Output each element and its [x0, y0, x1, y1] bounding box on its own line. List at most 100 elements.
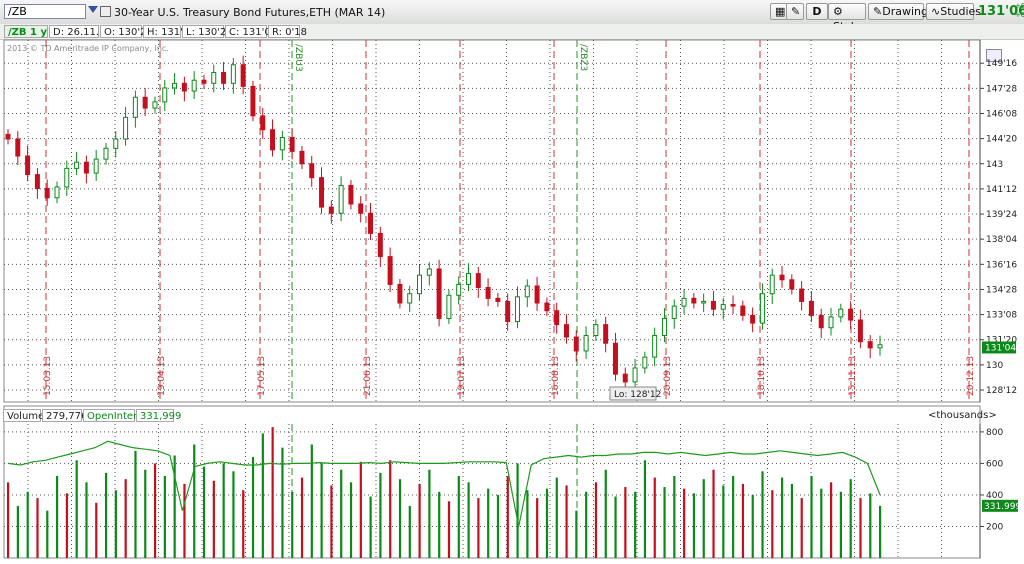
volume-bar — [575, 510, 578, 558]
candle-body — [54, 186, 60, 199]
candle-body — [808, 300, 814, 316]
price-tick-label: 134'28 — [986, 285, 1017, 295]
volume-value: 279,776 — [42, 409, 87, 422]
candle-body — [701, 300, 707, 304]
volume-bar — [732, 476, 735, 558]
pan-icon[interactable]: ✎ — [786, 3, 804, 20]
candle-body — [5, 133, 11, 140]
date-label: 21.06.13 — [363, 356, 373, 396]
rollover-label: /ZBZ3 — [578, 44, 588, 71]
date-label: 18.10.13 — [757, 356, 767, 396]
volume-panel-frame — [3, 405, 981, 559]
symbol-input[interactable] — [4, 4, 86, 19]
last-price: 131'06 — [978, 4, 1024, 19]
oi-marker-box — [982, 499, 1018, 512]
change-bottom: +0 — [1015, 11, 1024, 19]
candle-body — [34, 174, 40, 190]
symbol-list-icon[interactable] — [100, 6, 111, 17]
price-tick-label: 141'12 — [986, 185, 1017, 195]
volume-bar — [349, 482, 353, 558]
volume-label: Volume — [3, 409, 44, 422]
symbol-dropdown-icon[interactable] — [88, 6, 98, 13]
candle-body — [867, 341, 873, 349]
candle-body — [691, 297, 697, 304]
volume-bar — [624, 487, 627, 558]
volume-bar — [300, 477, 304, 558]
candle-body — [309, 163, 315, 179]
candle-body — [338, 184, 344, 214]
candle-body — [142, 96, 148, 109]
price-tick-label: 130 — [986, 361, 1003, 371]
candle-body — [221, 71, 227, 84]
chart-settings-icon[interactable] — [986, 49, 1002, 62]
volume-bar — [810, 476, 813, 558]
volume-bar — [163, 476, 166, 558]
symbol-period-cell[interactable]: /ZB 1 y D — [4, 25, 59, 38]
candle-body — [181, 82, 187, 92]
price-tick-label: 128'12 — [986, 386, 1017, 396]
candle-body — [113, 138, 119, 149]
gear-icon: ⚙ — [833, 5, 843, 18]
volume-bar — [526, 490, 529, 558]
candle-body — [652, 334, 658, 358]
volume-bar — [790, 483, 794, 558]
rollover-label: /ZBU3 — [293, 44, 303, 72]
volume-bar — [320, 463, 323, 558]
candle-body — [750, 314, 756, 324]
volume-bar — [183, 483, 186, 558]
volume-bar — [712, 469, 715, 558]
volume-units-label: <thousands> — [928, 410, 997, 421]
candle-body — [132, 96, 138, 118]
volume-bar — [173, 455, 176, 558]
volume-bar — [55, 476, 59, 558]
candle-body — [64, 167, 70, 188]
candle-body — [524, 285, 530, 298]
volume-bar — [722, 485, 725, 558]
volume-bar — [369, 496, 372, 558]
candle-body — [368, 212, 374, 234]
volume-bar — [124, 479, 127, 558]
candle-body — [289, 136, 295, 152]
candle-body — [74, 161, 80, 169]
volume-bar — [869, 493, 872, 558]
candle-body — [44, 188, 50, 199]
candle-body — [838, 308, 844, 318]
volume-bar — [232, 471, 235, 558]
date-label: 20.09.13 — [663, 356, 673, 396]
candle-body — [25, 155, 31, 176]
volume-bar — [251, 457, 255, 558]
candle-body — [83, 161, 89, 174]
low-label-box — [609, 386, 657, 401]
date-label: 15.11.13 — [848, 356, 858, 396]
price-tick-label: 139'24 — [986, 210, 1017, 220]
date-label: 20.12.13 — [966, 356, 976, 396]
studies-button[interactable]: ∿Studies — [926, 3, 981, 20]
drawings-button-label: Drawings — [882, 5, 934, 18]
date-label: 19.07.13 — [457, 356, 467, 396]
volume-bar — [585, 491, 588, 558]
studies-icon: ∿ — [931, 5, 941, 18]
candle-body — [201, 79, 207, 84]
ohlc-infobar: /ZB 1 y D D: 26.11.13 O: 130'24 H: 131'0… — [0, 24, 1024, 62]
price-tick-label: 147'28 — [986, 84, 1017, 94]
candle-body — [172, 82, 178, 89]
volume-bar — [408, 505, 411, 558]
candle-body — [671, 305, 677, 319]
aggregation-button[interactable]: D — [806, 3, 828, 20]
last-price-marker: 131'04 — [985, 343, 1016, 353]
candle-body — [436, 268, 442, 319]
volume-bar — [153, 463, 157, 558]
volume-bar — [212, 480, 215, 558]
candle-body — [622, 373, 628, 383]
drawings-button[interactable]: ✎Drawings — [868, 3, 934, 20]
candle-body — [848, 308, 854, 321]
price-tick-label: 133'08 — [986, 311, 1017, 321]
low-cell: L: 130'21 — [182, 25, 233, 38]
style-button[interactable]: ⚙ Style — [828, 3, 866, 33]
candle-body — [417, 274, 423, 295]
candle-body — [270, 129, 276, 151]
candle-body — [534, 285, 540, 304]
volume-bar — [242, 490, 245, 558]
date-label: 19.04.13 — [157, 356, 167, 396]
